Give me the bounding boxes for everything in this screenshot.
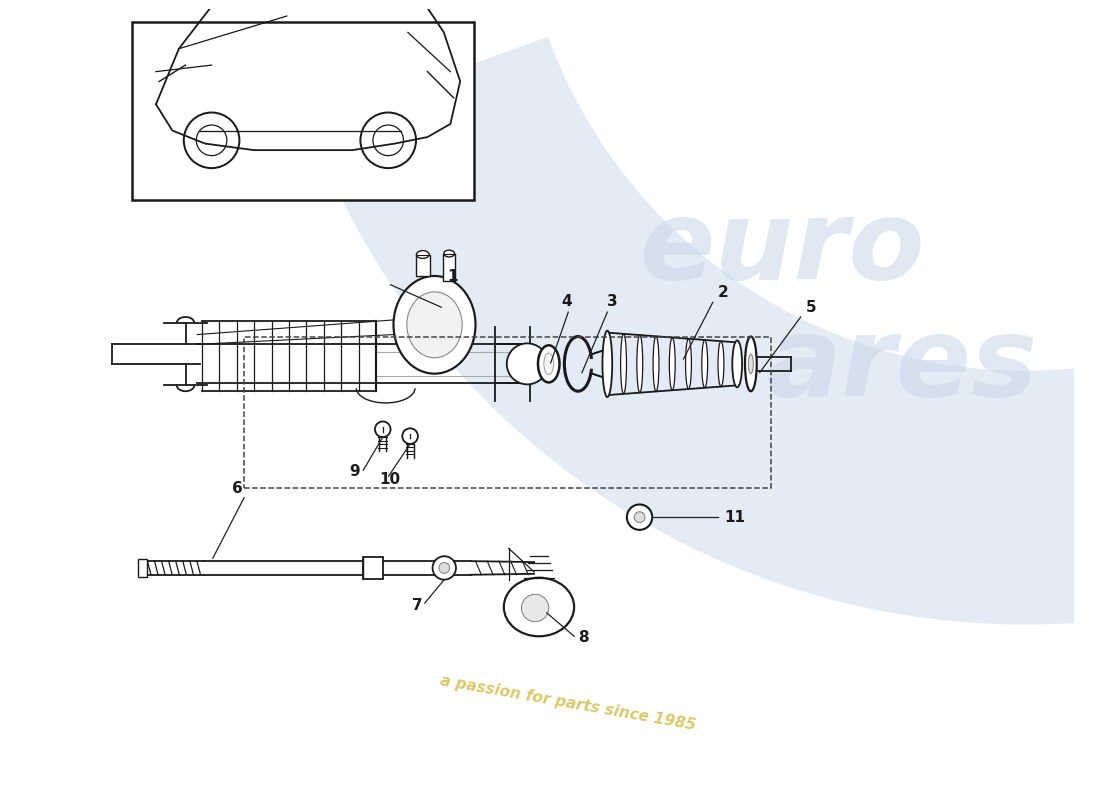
- Ellipse shape: [637, 335, 642, 393]
- Ellipse shape: [417, 250, 429, 258]
- Ellipse shape: [604, 333, 611, 395]
- Ellipse shape: [394, 276, 475, 374]
- Ellipse shape: [538, 346, 560, 382]
- Text: a passion for parts since 1985: a passion for parts since 1985: [439, 674, 697, 733]
- Bar: [132, 22, 474, 200]
- Text: 9: 9: [350, 464, 360, 479]
- Ellipse shape: [653, 336, 659, 391]
- Bar: [443, 254, 455, 281]
- Ellipse shape: [748, 354, 754, 374]
- Text: 4: 4: [561, 294, 572, 310]
- Text: 8: 8: [578, 630, 588, 645]
- Circle shape: [403, 428, 418, 444]
- Ellipse shape: [735, 342, 740, 386]
- Ellipse shape: [745, 337, 757, 391]
- Ellipse shape: [603, 330, 613, 397]
- Ellipse shape: [443, 250, 454, 257]
- Ellipse shape: [733, 341, 742, 387]
- Circle shape: [635, 512, 645, 522]
- Ellipse shape: [407, 292, 462, 358]
- Text: 5: 5: [805, 300, 816, 315]
- Circle shape: [375, 422, 390, 437]
- Ellipse shape: [620, 334, 627, 394]
- Ellipse shape: [702, 340, 707, 388]
- Text: 11: 11: [725, 510, 746, 525]
- Circle shape: [439, 562, 450, 574]
- Ellipse shape: [685, 338, 692, 389]
- Text: ares: ares: [767, 312, 1037, 419]
- Text: 3: 3: [607, 294, 618, 310]
- Text: 2: 2: [717, 285, 728, 299]
- Bar: [416, 254, 430, 276]
- Ellipse shape: [504, 578, 574, 636]
- Circle shape: [432, 556, 456, 580]
- Text: 7: 7: [412, 598, 422, 613]
- Text: 1: 1: [448, 269, 458, 284]
- Circle shape: [521, 594, 549, 622]
- Bar: [363, 558, 383, 578]
- Ellipse shape: [669, 338, 675, 390]
- Text: 10: 10: [378, 472, 400, 487]
- Circle shape: [507, 343, 548, 384]
- Text: 6: 6: [232, 481, 243, 496]
- Ellipse shape: [543, 353, 553, 374]
- Ellipse shape: [718, 341, 724, 386]
- Circle shape: [627, 505, 652, 530]
- Polygon shape: [309, 37, 1100, 625]
- Text: euro: euro: [639, 195, 925, 302]
- Bar: [244, 337, 771, 488]
- Bar: [138, 558, 147, 578]
